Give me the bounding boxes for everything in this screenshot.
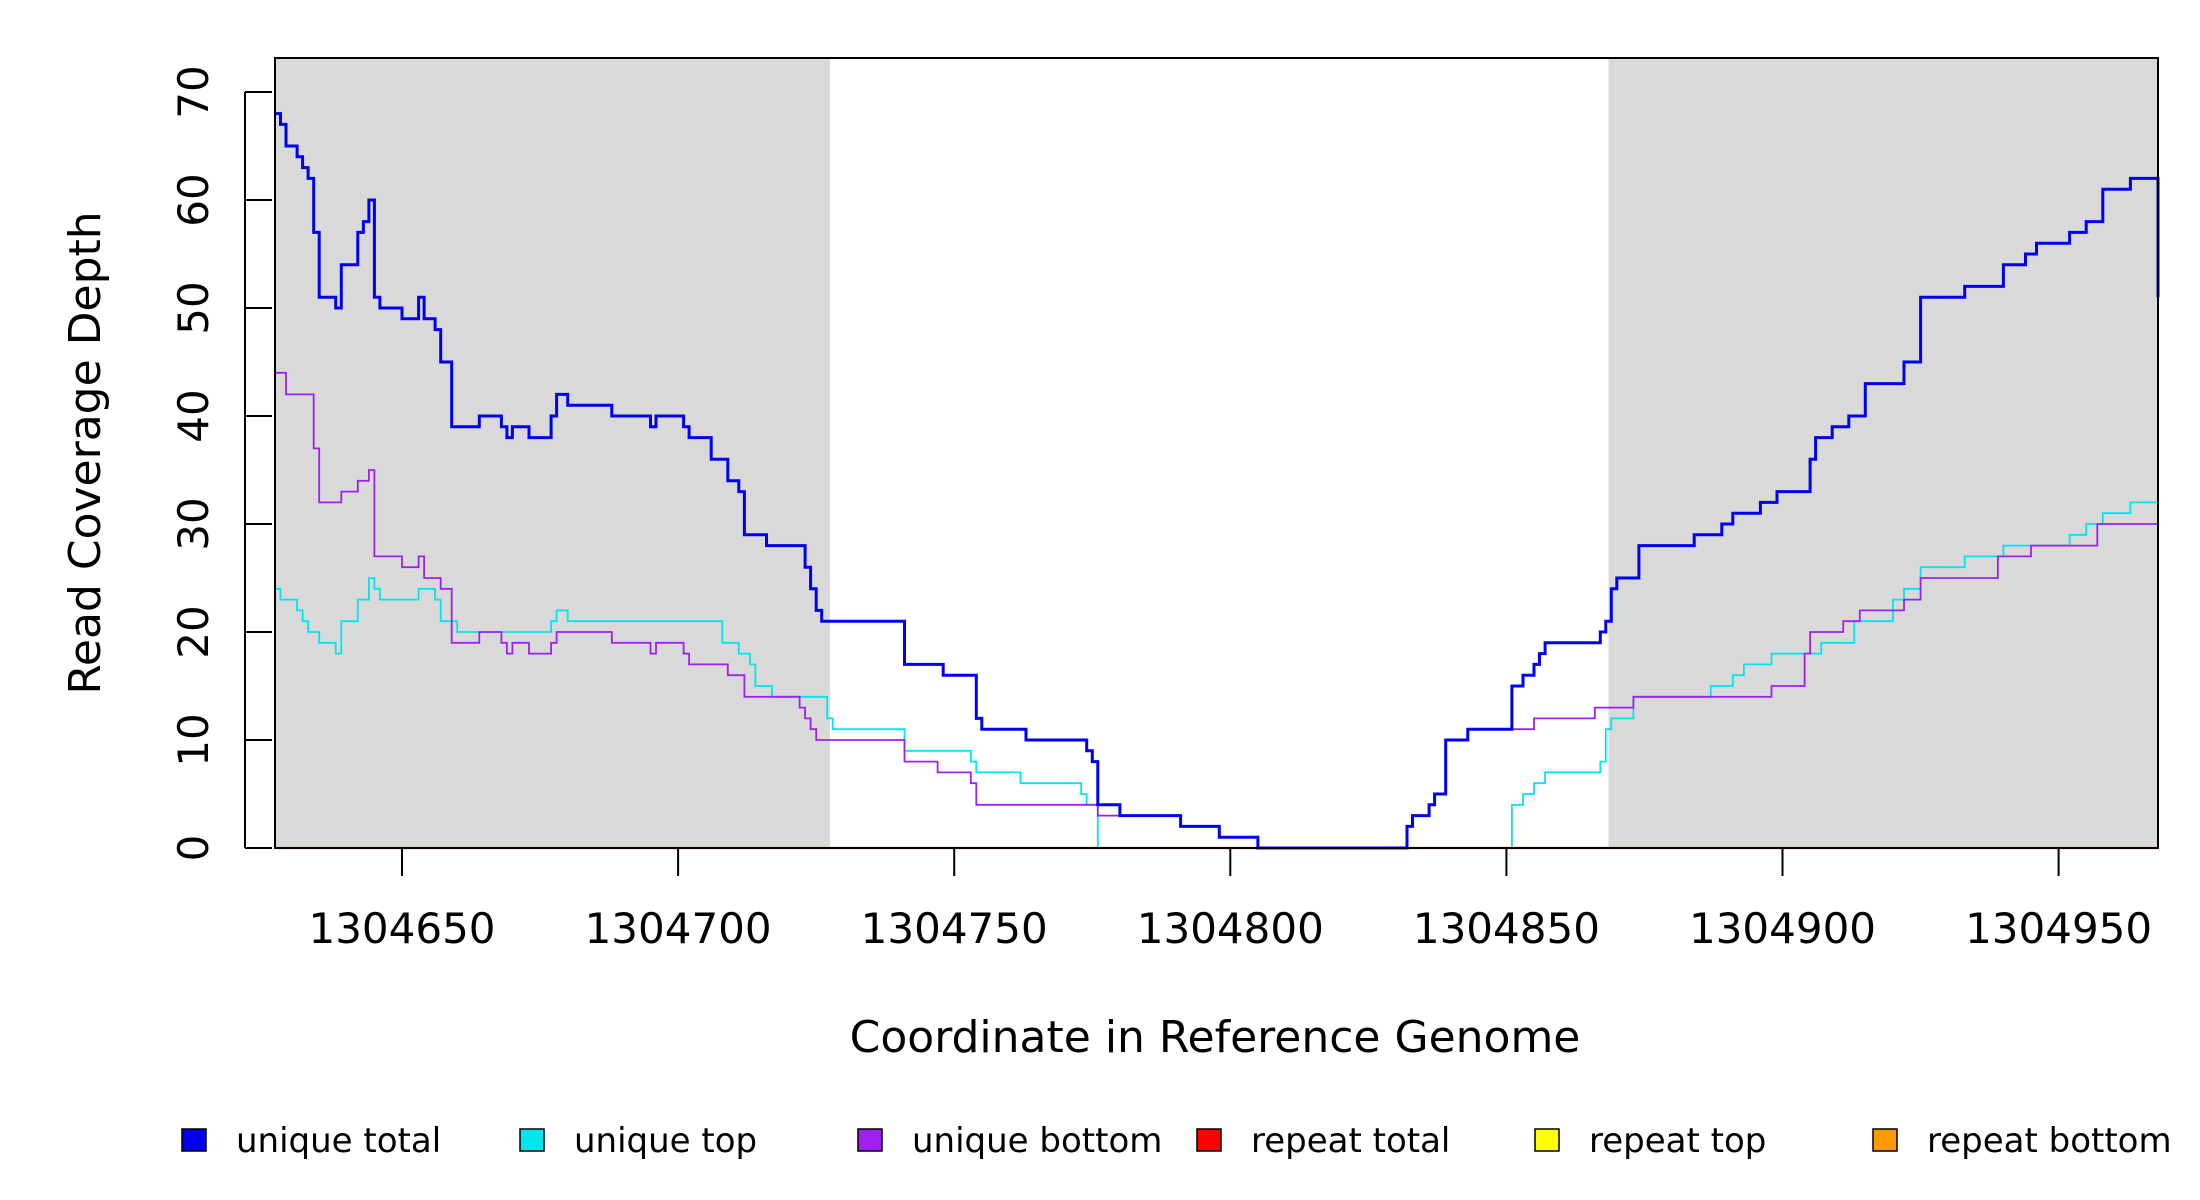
legend-label: repeat total [1251, 1121, 1450, 1161]
x-axis-title: Coordinate in Reference Genome [850, 1012, 1581, 1063]
x-tick-label: 1304800 [1137, 904, 1324, 953]
legend-label: unique total [236, 1121, 441, 1161]
y-tick-label: 40 [169, 389, 218, 442]
shaded-region-1 [275, 58, 830, 848]
legend-label: repeat top [1589, 1121, 1766, 1161]
y-tick-label: 70 [169, 65, 218, 118]
y-tick-label: 30 [169, 497, 218, 550]
shaded-region-2 [1608, 58, 2158, 848]
series-line-unique-bottom [275, 371, 2159, 849]
shaded-regions [275, 58, 2158, 848]
x-axis: 1304650 1304700 1304750 1304800 1304850 13049… [275, 847, 2158, 953]
series-line-unique-total [275, 112, 2160, 850]
legend-label: unique top [574, 1121, 757, 1161]
x-tick-label: 1304700 [585, 904, 772, 953]
x-tick-label: 1304650 [308, 904, 495, 953]
legend-swatch [857, 1128, 883, 1152]
legend-label: unique bottom [912, 1121, 1162, 1161]
legend: unique total unique top unique bottom repea… [181, 1121, 2172, 1161]
y-tick-label: 20 [169, 605, 218, 658]
legend-swatch [1534, 1128, 1560, 1152]
legend-swatch [1196, 1128, 1222, 1152]
y-tick-label: 0 [169, 835, 218, 862]
legend-swatch [181, 1128, 207, 1152]
y-tick-label: 60 [169, 173, 218, 226]
y-axis-title: Read Coverage Depth [60, 211, 111, 694]
y-tick-label: 10 [169, 713, 218, 766]
x-tick-label: 1304900 [1689, 904, 1876, 953]
x-tick-label: 1304850 [1413, 904, 1600, 953]
y-axis: 0 10 20 30 40 50 60 70 [169, 65, 272, 861]
x-tick-label: 1304750 [861, 904, 1048, 953]
legend-swatch [1872, 1128, 1898, 1152]
legend-swatch [519, 1128, 545, 1152]
legend-label: repeat bottom [1927, 1121, 2172, 1161]
y-tick-label: 50 [169, 281, 218, 334]
x-tick-label: 1304950 [1965, 904, 2152, 953]
